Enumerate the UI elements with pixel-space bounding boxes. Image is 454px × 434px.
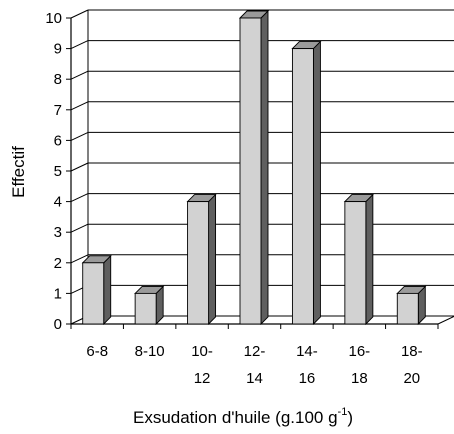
bar-side	[208, 193, 217, 326]
y-tick-label: 4	[54, 194, 62, 211]
bar	[291, 40, 322, 326]
gridlines	[70, 9, 454, 325]
bar	[81, 254, 112, 326]
bar-side	[103, 254, 112, 326]
x-axis-label-superscript: -1	[338, 406, 348, 418]
x-tick-label-line: 18-	[401, 343, 423, 360]
x-tick-label-line: 14-	[296, 343, 318, 360]
bar-side	[312, 40, 321, 326]
gridline-side	[70, 162, 89, 172]
x-tick-label-line: 12	[194, 370, 211, 387]
y-tick-label: 8	[54, 71, 62, 88]
bar-front	[344, 201, 367, 325]
gridline-side	[70, 9, 89, 19]
gridline-side	[70, 223, 89, 233]
y-tick-label: 6	[54, 132, 62, 149]
x-tick-label: 14- 16	[296, 343, 318, 387]
x-tick-label: 6-8	[86, 343, 108, 360]
x-tick-label-line: 8-10	[135, 343, 165, 360]
bar-side	[260, 9, 269, 326]
y-tick-label: 10	[45, 10, 62, 27]
x-tick-labels: 6-8 8-10 10- 12 12- 14 14- 16 16- 18 18- 20	[86, 343, 422, 387]
y-tick-label: 0	[54, 316, 62, 333]
bar-front	[82, 262, 105, 325]
x-tick-label: 12- 14	[244, 343, 266, 387]
gridline-side	[70, 131, 89, 141]
bar-side	[365, 193, 374, 326]
x-tick-label: 18- 20	[401, 343, 423, 387]
bar	[134, 285, 165, 326]
y-tick-labels: 0 1 2 3 4 5 6 7 8 9 10	[45, 10, 62, 333]
y-axis-label: Effectif	[9, 146, 28, 198]
x-tick-label-line: 6-8	[86, 343, 108, 360]
y-tick-label: 5	[54, 163, 62, 180]
y-tick-label: 3	[54, 224, 62, 241]
x-tick-label-line: 14	[246, 370, 263, 387]
x-axis-label-text: Exsudation d'huile (g.100 g	[133, 408, 338, 427]
bar-front	[187, 201, 210, 325]
x-tick-label-line: 12-	[244, 343, 266, 360]
x-axis-label: Exsudation d'huile (g.100 g-1)	[133, 406, 353, 427]
x-tick-label: 8-10	[135, 343, 165, 360]
bar	[238, 9, 270, 326]
bar-front	[239, 17, 262, 325]
x-tick-label: 16- 18	[349, 343, 371, 387]
gridline-side	[70, 101, 89, 111]
x-tick-label-line: 10-	[191, 343, 213, 360]
bar	[396, 285, 427, 326]
y-tick-label: 2	[54, 255, 62, 272]
x-tick-label-line: 20	[403, 370, 420, 387]
floor-edge	[437, 315, 454, 325]
y-tick-label: 1	[54, 285, 62, 302]
bar-front	[396, 292, 419, 325]
y-tick-label: 9	[54, 41, 62, 58]
gridline-side	[70, 254, 89, 264]
gridline-side	[70, 193, 89, 203]
x-tick-label-line: 16	[299, 370, 316, 387]
y-tick-label: 7	[54, 102, 62, 119]
bar-front	[291, 48, 314, 325]
x-tick-label: 10- 12	[191, 343, 213, 387]
gridline-side	[70, 70, 89, 80]
bars	[81, 9, 427, 326]
bar-front	[134, 292, 157, 325]
bar	[343, 193, 374, 326]
bar	[186, 193, 217, 326]
x-axis-label-close: )	[347, 408, 353, 427]
x-tick-label-line: 16-	[349, 343, 371, 360]
x-tick-label-line: 18	[351, 370, 368, 387]
gridline-side	[70, 40, 89, 50]
